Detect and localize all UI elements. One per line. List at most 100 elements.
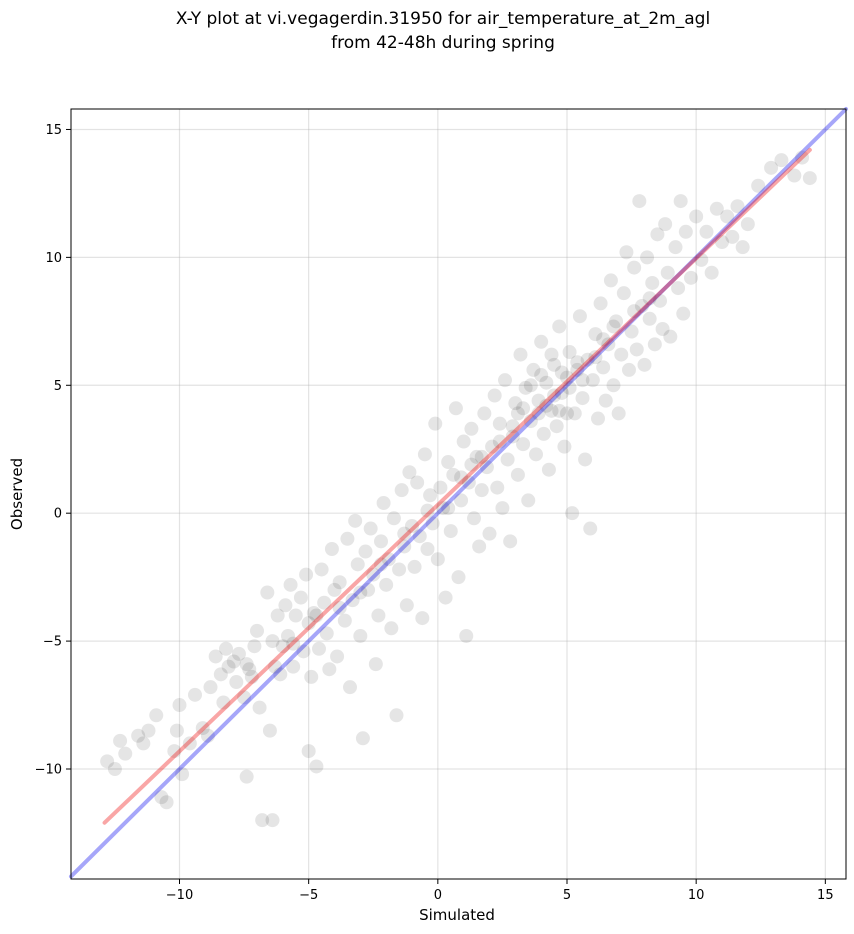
scatter-point	[262, 723, 277, 738]
scatter-point	[521, 493, 536, 508]
scatter-point	[795, 150, 810, 165]
scatter-point	[802, 171, 817, 186]
scatter-point	[107, 762, 122, 776]
scatter-point	[704, 265, 719, 280]
scatter-point	[645, 275, 660, 290]
scatter-point	[420, 503, 435, 518]
scatter-point	[505, 429, 520, 444]
scatter-point	[188, 687, 202, 702]
scatter-point	[678, 224, 693, 239]
scatter-point	[567, 406, 582, 421]
scatter-point	[774, 153, 789, 168]
scatter-point	[154, 790, 169, 805]
scatter-point	[544, 403, 559, 418]
y-tick-label: 0	[54, 507, 62, 522]
scatter-point	[591, 411, 605, 426]
scatter-point	[735, 240, 750, 255]
scatter-point	[725, 229, 740, 244]
scatter-point	[324, 542, 339, 556]
scatter-point	[417, 447, 432, 462]
scatter-point	[332, 575, 347, 590]
scatter-point	[167, 744, 182, 759]
scatter-point	[510, 467, 525, 482]
scatter-point	[397, 526, 412, 541]
scatter-point	[619, 245, 634, 260]
scatter-point	[355, 731, 370, 746]
scatter-point	[614, 347, 629, 362]
scatter-point	[492, 434, 507, 449]
scatter-point	[278, 598, 293, 613]
x-tick-label: −10	[166, 888, 193, 903]
scatter-point	[676, 306, 691, 321]
y-tick-label: −5	[43, 635, 62, 650]
scatter-point	[459, 628, 474, 643]
y-tick-label: 5	[54, 379, 62, 394]
scatter-point	[539, 375, 554, 390]
scatter-point	[562, 345, 577, 360]
scatter-point	[265, 634, 280, 649]
scatter-point	[337, 613, 352, 628]
scatter-point	[598, 393, 613, 408]
scatter-point	[208, 649, 223, 664]
scatter-point	[446, 467, 461, 482]
scatter-point	[412, 529, 427, 544]
scatter-point	[640, 250, 655, 265]
scatter-point	[175, 767, 190, 782]
scatter-point	[330, 649, 345, 664]
scatter-point	[585, 373, 600, 388]
scatter-point	[314, 562, 329, 577]
scatter-point	[312, 641, 326, 656]
scatter-point	[213, 667, 228, 682]
scatter-point	[293, 590, 308, 605]
scatter-point	[402, 465, 417, 480]
scatter-point	[441, 455, 456, 470]
scatter-point	[319, 626, 334, 641]
scatter-point	[358, 544, 373, 559]
scatter-point	[172, 698, 187, 713]
scatter-point	[454, 470, 469, 485]
scatter-point	[374, 534, 388, 549]
scatter-point	[554, 385, 569, 400]
scatter-point	[275, 639, 290, 654]
scatter-point	[407, 559, 422, 574]
x-axis-label: Simulated	[419, 906, 495, 924]
scatter-point	[394, 483, 409, 498]
scatter-point	[557, 439, 572, 454]
chart-title-line-2: from 42-48h during spring	[331, 33, 555, 53]
scatter-point	[219, 641, 233, 656]
scatter-point	[441, 501, 456, 516]
scatter-point	[622, 362, 636, 377]
scatter-point	[562, 380, 577, 395]
scatter-point	[570, 362, 585, 377]
scatter-point	[616, 286, 631, 301]
scatter-point	[642, 291, 657, 306]
scatter-point	[451, 570, 466, 585]
x-tick-label: 5	[563, 888, 571, 903]
scatter-point	[229, 675, 244, 690]
scatter-point	[350, 557, 365, 572]
scatter-point	[464, 421, 479, 436]
axis-ticks: −10 −5 0 5 10 15 −10 −5 0 5 10 15	[35, 123, 834, 903]
scatter-point	[376, 495, 391, 510]
scatter-point	[580, 352, 595, 367]
scatter-point	[260, 585, 275, 600]
scatter-point	[596, 360, 611, 375]
chart-title-line-1: X-Y plot at vi.vegagerdin.31950 for air_…	[176, 9, 710, 29]
scatter-point	[492, 416, 507, 431]
scatter-point	[301, 616, 316, 631]
scatter-point	[389, 708, 404, 723]
scatter-point	[288, 608, 303, 623]
scatter-point	[658, 217, 673, 232]
scatter-point	[182, 736, 197, 751]
scatter-point	[549, 419, 564, 434]
scatter-point	[730, 199, 745, 214]
scatter-point	[536, 426, 551, 441]
scatter-point	[368, 657, 383, 672]
scatter-point	[255, 813, 270, 828]
scatter-point	[100, 754, 115, 769]
scatter-point	[547, 388, 562, 403]
scatter-point	[523, 378, 538, 393]
scatter-point	[252, 700, 267, 715]
scatter-point	[239, 657, 254, 672]
